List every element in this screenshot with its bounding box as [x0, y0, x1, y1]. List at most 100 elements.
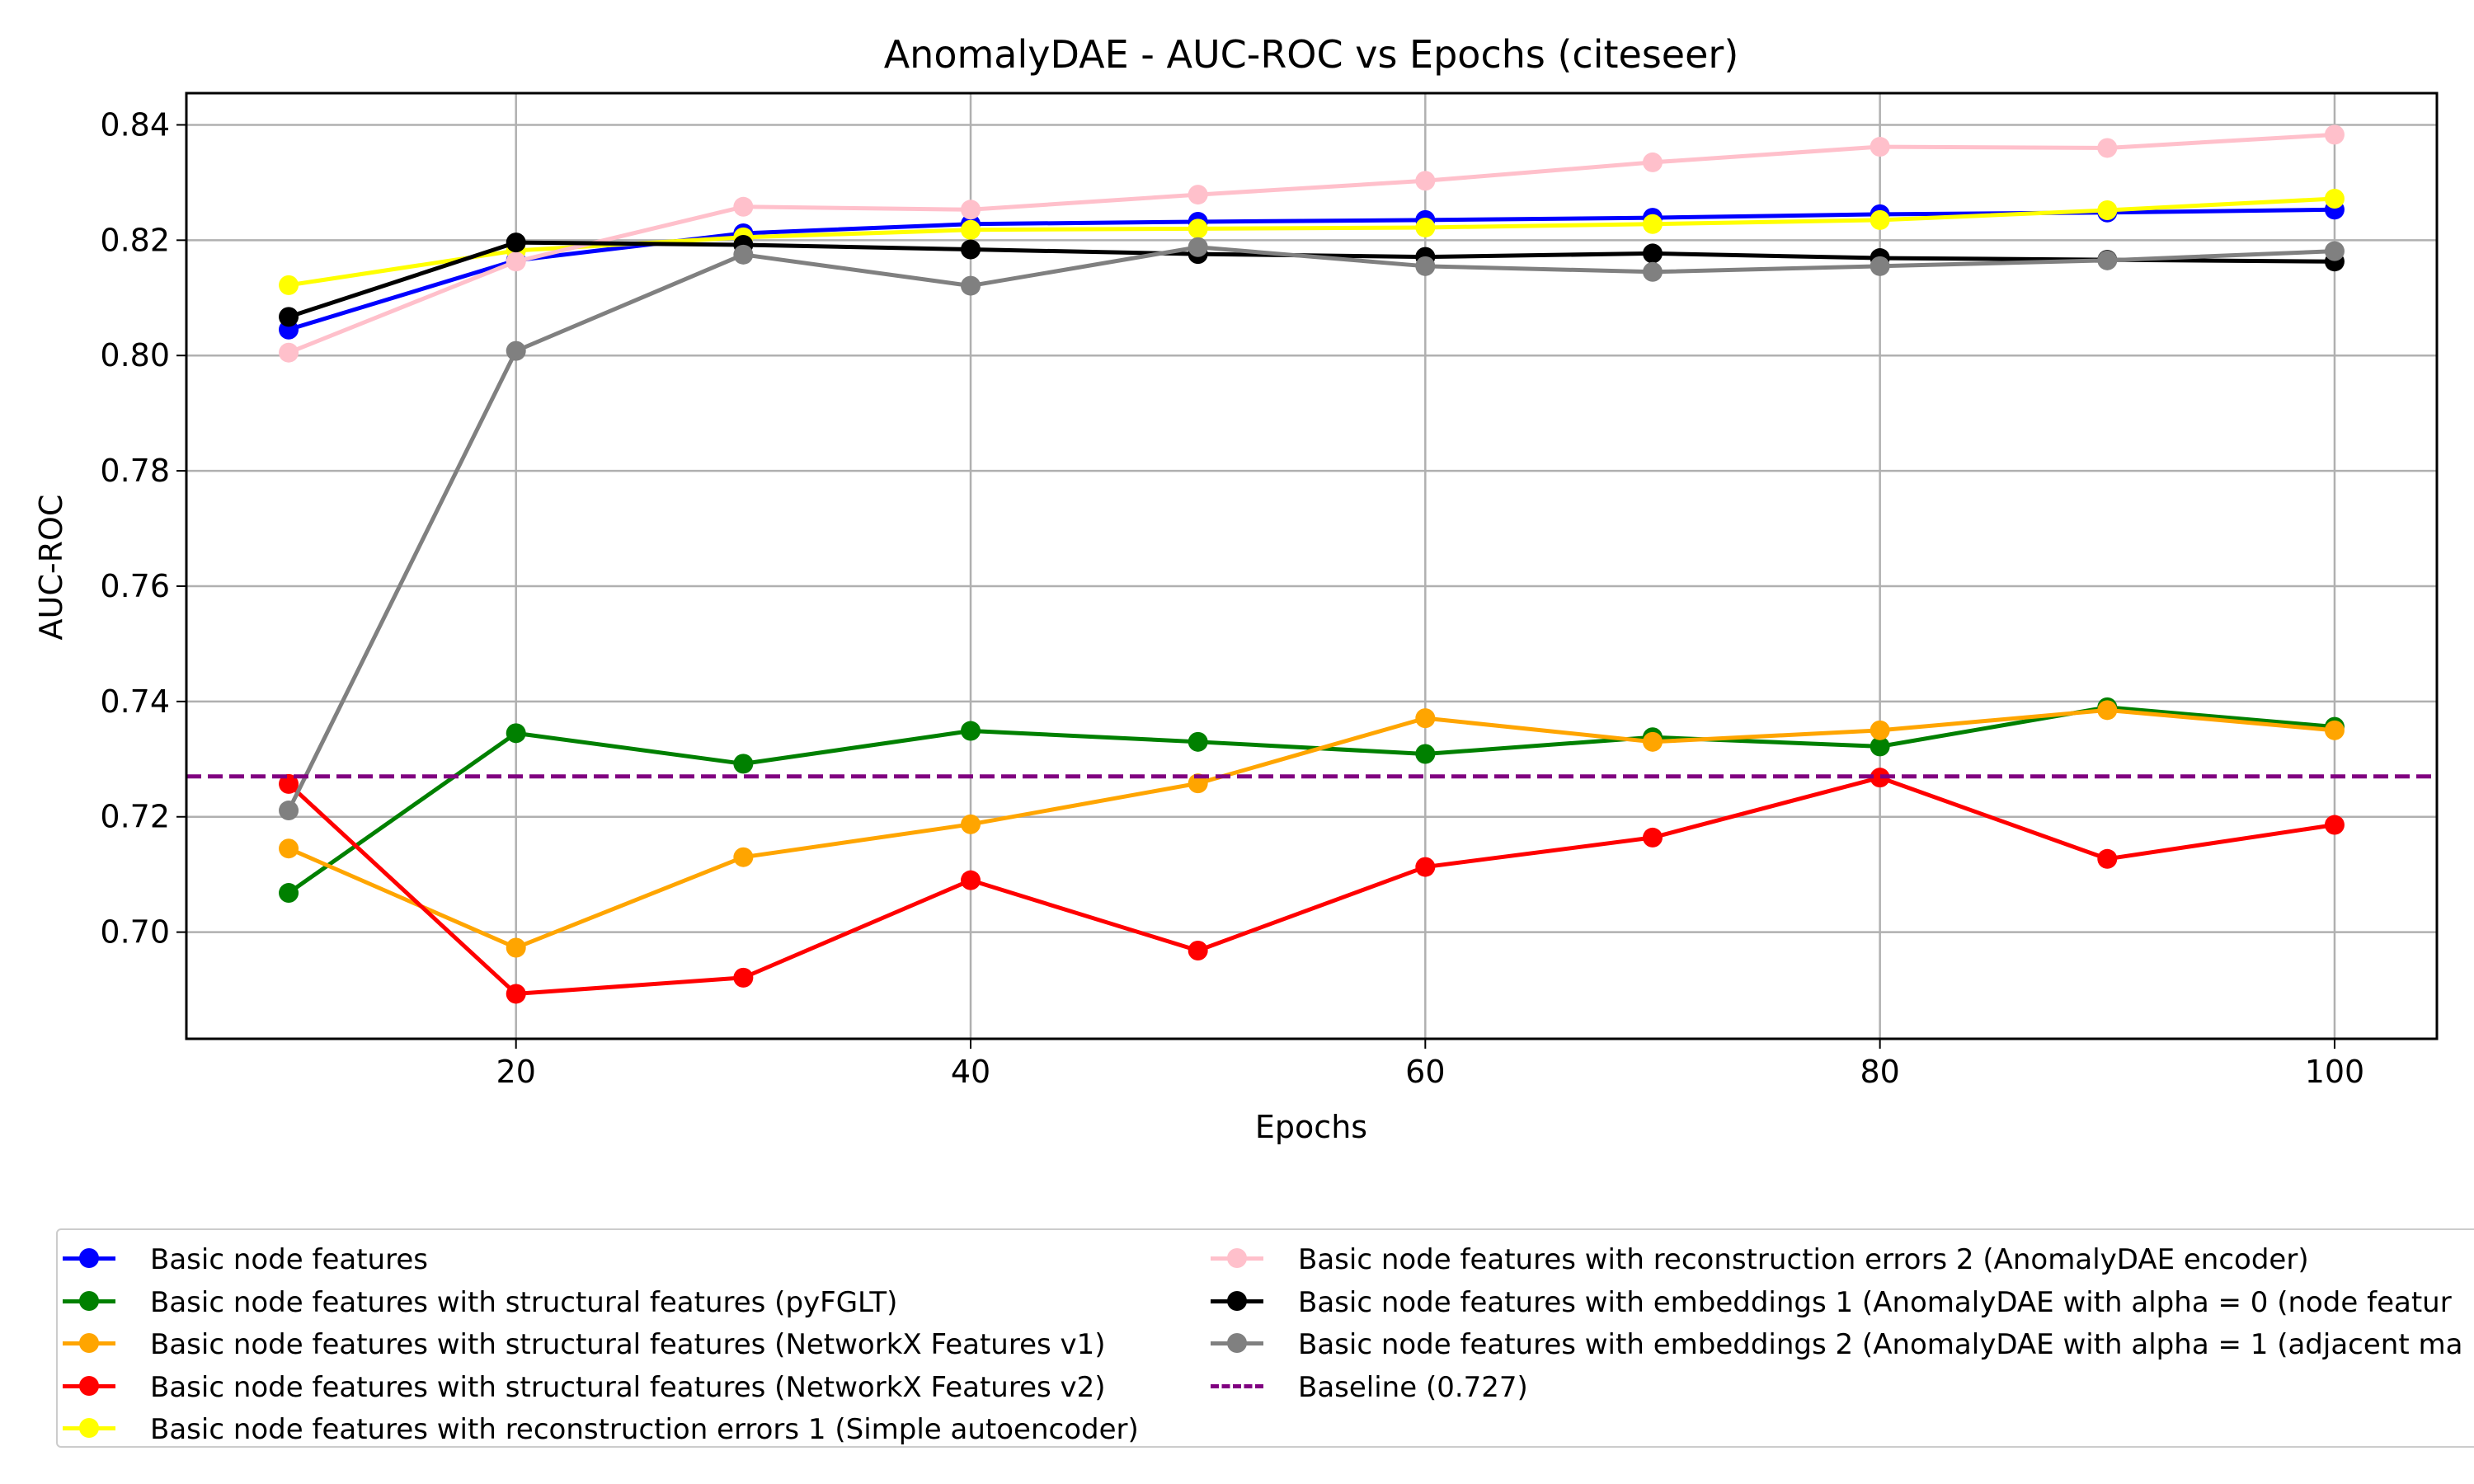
plot-frame: [185, 92, 2439, 1040]
series-layer: [186, 124, 2437, 1004]
data-point: [506, 723, 526, 744]
legend-label: Basic node features with embeddings 2 (A…: [1298, 1328, 2463, 1361]
data-point: [733, 754, 754, 774]
data-point: [1642, 243, 1663, 264]
chart-title: AnomalyDAE - AUC-ROC vs Epochs (citeseer…: [884, 32, 1739, 77]
data-point: [1642, 731, 1663, 752]
legend-marker-swatch: [1227, 1290, 1247, 1311]
series: [279, 697, 2345, 904]
data-point: [1415, 857, 1436, 877]
data-point: [2324, 241, 2345, 261]
data-point: [733, 967, 754, 988]
data-point: [1415, 217, 1436, 237]
data-point: [506, 340, 526, 361]
series: [279, 237, 2345, 821]
legend-label: Basic node features with structural feat…: [150, 1285, 898, 1319]
legend-marker-swatch: [79, 1375, 99, 1396]
data-point: [2324, 188, 2345, 209]
legend-marker-swatch: [1227, 1333, 1247, 1353]
data-point: [961, 239, 981, 260]
y-tick-label: 0.84: [100, 106, 170, 143]
data-point: [1642, 214, 1663, 234]
x-tick-label: 80: [1860, 1054, 1899, 1090]
series: [279, 768, 2345, 1004]
data-point: [279, 883, 299, 904]
data-point: [2097, 700, 2118, 721]
x-tick-label: 100: [2305, 1054, 2365, 1090]
legend-label: Basic node features with structural feat…: [150, 1328, 1106, 1361]
x-axis-label: Epochs: [1255, 1109, 1367, 1145]
legend-label: Baseline (0.727): [1298, 1370, 1528, 1404]
data-point: [506, 937, 526, 958]
data-point: [1870, 256, 1890, 276]
data-point: [279, 773, 299, 794]
y-tick-label: 0.80: [100, 337, 170, 373]
legend-label: Basic node features: [150, 1243, 428, 1276]
y-tick-label: 0.82: [100, 222, 170, 258]
series-line: [286, 245, 2335, 812]
data-point: [279, 801, 299, 821]
y-tick-label: 0.76: [100, 568, 170, 604]
data-point: [2097, 138, 2118, 158]
x-tick-label: 20: [496, 1054, 536, 1090]
legend-marker-swatch: [1227, 1248, 1247, 1268]
data-point: [1870, 209, 1890, 230]
legend: Basic node features Basic node features w…: [56, 1228, 2474, 1448]
data-point: [1870, 137, 1890, 157]
data-point: [961, 275, 981, 296]
y-tick-label: 0.78: [100, 453, 170, 489]
data-point: [2324, 124, 2345, 145]
data-point: [961, 870, 981, 890]
legend-label: Basic node features with structural feat…: [150, 1370, 1106, 1404]
legend-label: Basic node features with embeddings 1 (A…: [1298, 1285, 2452, 1319]
series: [279, 124, 2345, 363]
data-point: [279, 342, 299, 363]
legend-marker-swatch: [79, 1290, 99, 1311]
data-point: [2097, 848, 2118, 869]
legend-marker-swatch: [79, 1333, 99, 1353]
data-point: [2324, 815, 2345, 835]
data-point: [961, 200, 981, 220]
data-point: [279, 275, 299, 295]
data-point: [1642, 261, 1663, 282]
data-point: [506, 232, 526, 253]
data-point: [733, 847, 754, 867]
x-tick-label: 40: [951, 1054, 990, 1090]
data-point: [961, 721, 981, 741]
data-point: [1870, 736, 1890, 757]
data-point: [1870, 768, 1890, 788]
data-point: [1415, 171, 1436, 191]
series: [279, 700, 2345, 958]
data-point: [1642, 152, 1663, 172]
data-point: [2097, 200, 2118, 220]
data-point: [279, 307, 299, 327]
y-axis-label: AUC-ROC: [33, 495, 69, 641]
series-line: [287, 775, 2335, 996]
data-point: [733, 196, 754, 217]
grid: [186, 93, 2437, 1039]
axis-ticks: 20 40 60 80 100 0.70 0.72 0.74 0.76 0.78 0.80 0.82 0…: [100, 106, 2364, 1090]
data-point: [2324, 720, 2345, 740]
data-point: [2097, 250, 2118, 270]
data-point: [1415, 256, 1436, 276]
data-point: [1188, 237, 1208, 257]
series-line: [288, 707, 2335, 950]
data-point: [1188, 940, 1208, 960]
data-point: [1642, 827, 1663, 848]
legend-marker-swatch: [79, 1248, 99, 1268]
data-point: [1188, 731, 1208, 752]
data-point: [961, 219, 981, 240]
data-point: [1870, 720, 1890, 740]
data-point: [279, 838, 299, 859]
data-point: [1415, 708, 1436, 729]
y-tick-label: 0.74: [100, 683, 170, 720]
legend-marker-swatch: [79, 1418, 99, 1438]
data-point: [961, 814, 981, 834]
data-point: [1188, 185, 1208, 205]
data-point: [506, 984, 526, 1004]
x-tick-label: 60: [1405, 1054, 1445, 1090]
y-tick-label: 0.70: [100, 914, 170, 951]
series-line: [288, 132, 2335, 355]
data-point: [1415, 744, 1436, 764]
